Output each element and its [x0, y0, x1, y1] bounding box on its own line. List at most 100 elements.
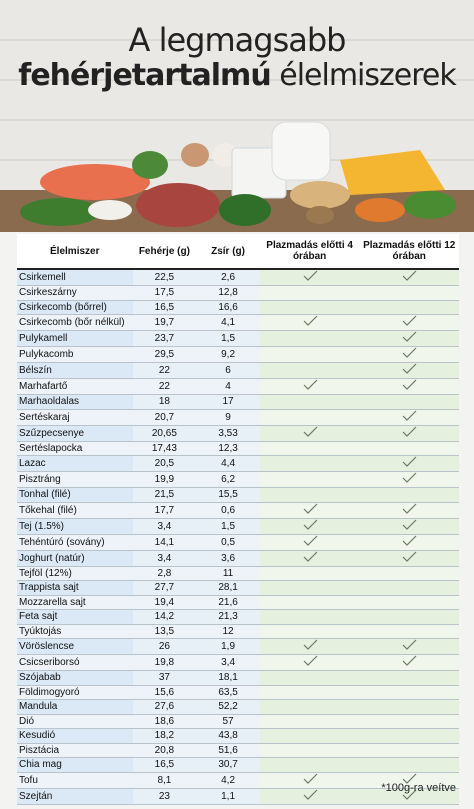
- header-row: Élelmiszer Fehérje (g) Zsír (g) Plazmadás e…: [17, 234, 459, 270]
- check-cell: [359, 743, 459, 758]
- check-cell: [359, 757, 459, 773]
- check-icon: [402, 503, 417, 514]
- food-name: Tejföl (12%): [17, 566, 133, 581]
- check-cell: [359, 300, 459, 315]
- check-cell: [359, 670, 459, 686]
- check-icon: [402, 551, 417, 562]
- check-cell: [359, 425, 459, 442]
- protein-value: 14,2: [132, 609, 197, 625]
- column-header: Élelmiszer: [17, 234, 133, 270]
- table-row: Tehéntúró (sovány) 14,1 0,5: [17, 534, 459, 551]
- protein-value: 14,1: [132, 534, 197, 551]
- table-row: Szűzpecsenye 20,65 3,53: [17, 425, 459, 442]
- protein-value: 16,5: [132, 757, 197, 773]
- food-name: Földimogyoró: [17, 685, 133, 700]
- table-row: Kesudió 18,2 43,8: [17, 728, 459, 744]
- check-cell: [259, 471, 360, 488]
- table-row: Bélszín 22 6: [17, 362, 459, 379]
- protein-value: 2,8: [132, 566, 197, 581]
- check-icon: [303, 315, 318, 326]
- fat-value: 1,5: [196, 330, 260, 347]
- check-cell: [259, 595, 360, 610]
- fat-value: 63,5: [196, 685, 260, 700]
- table-row: Sertéslapocka 17,43 12,3: [17, 441, 459, 456]
- table-row: Marhaoldalas 18 17: [17, 394, 459, 410]
- table-row: Mozzarella sajt 19,4 21,6: [17, 595, 459, 610]
- food-name: Tyúktojás: [17, 624, 133, 639]
- check-cell: [359, 638, 459, 655]
- title-line: fehérjetartalmú élelmiszerek: [0, 58, 474, 94]
- check-cell: [359, 714, 459, 729]
- food-name: Vöröslencse: [17, 638, 133, 655]
- check-icon: [402, 363, 417, 374]
- fat-value: 21,6: [196, 595, 260, 610]
- check-cell: [259, 685, 360, 700]
- table-row: Tőkehal (filé) 17,7 0,6: [17, 502, 459, 519]
- check-cell: [259, 609, 360, 625]
- check-cell: [359, 269, 459, 286]
- table-row: Pisztráng 19,9 6,2: [17, 471, 459, 488]
- check-cell: [259, 757, 360, 773]
- protein-value: 23: [132, 788, 197, 805]
- check-icon: [303, 773, 318, 784]
- food-name: Csicseriborsó: [17, 654, 133, 671]
- fat-value: 0,6: [196, 502, 260, 519]
- check-cell: [259, 580, 360, 596]
- food-name: Trappista sajt: [17, 580, 133, 596]
- fat-value: 52,2: [196, 699, 260, 715]
- table-row: Sertéskaraj 20,7 9: [17, 409, 459, 426]
- table-row: Pisztácia 20,8 51,6: [17, 743, 459, 758]
- check-cell: [259, 670, 360, 686]
- food-name: Tofu: [17, 772, 133, 789]
- check-cell: [359, 441, 459, 456]
- check-cell: [259, 566, 360, 581]
- fat-value: 3,4: [196, 654, 260, 671]
- protein-value: 13,5: [132, 624, 197, 639]
- fat-value: 21,3: [196, 609, 260, 625]
- protein-value: 20,65: [132, 425, 197, 442]
- check-icon: [402, 331, 417, 342]
- food-name: Tonhal (filé): [17, 487, 133, 503]
- check-cell: [259, 743, 360, 758]
- column-header: Plazmadás előtti 12 órában: [359, 234, 459, 270]
- table-row: Tofu 8,1 4,2: [17, 772, 459, 789]
- check-cell: [359, 772, 459, 789]
- check-cell: [359, 566, 459, 581]
- check-icon: [402, 270, 417, 281]
- check-cell: [359, 518, 459, 535]
- table-row: Csirkecomb (bőrrel) 16,5 16,6: [17, 300, 459, 315]
- table-row: Szójabab 37 18,1: [17, 670, 459, 686]
- food-name: Sertéskaraj: [17, 409, 133, 426]
- check-icon: [303, 789, 318, 800]
- check-icon: [402, 773, 417, 784]
- food-name: Chia mag: [17, 757, 133, 773]
- check-cell: [359, 788, 459, 805]
- food-name: Marhafartő: [17, 378, 133, 395]
- protein-value: 18: [132, 394, 197, 410]
- food-name: Szejtán: [17, 788, 133, 805]
- column-header: Fehérje (g): [132, 234, 197, 270]
- check-cell: [259, 300, 360, 315]
- check-icon: [402, 639, 417, 650]
- table-row: Pulykacomb 29,5 9,2: [17, 346, 459, 363]
- fat-value: 0,5: [196, 534, 260, 551]
- fat-value: 12,3: [196, 441, 260, 456]
- check-cell: [259, 638, 360, 655]
- check-cell: [359, 699, 459, 715]
- protein-value: 3,4: [132, 550, 197, 567]
- protein-table: Élelmiszer Fehérje (g) Zsír (g) Plazmadás e…: [17, 234, 459, 805]
- fat-value: 30,7: [196, 757, 260, 773]
- protein-value: 27,6: [132, 699, 197, 715]
- table-row: Tej (1.5%) 3,4 1,5: [17, 518, 459, 535]
- food-name: Tőkehal (filé): [17, 502, 133, 519]
- table-row: Chia mag 16,5 30,7: [17, 757, 459, 773]
- table-row: Tejföl (12%) 2,8 11: [17, 566, 459, 581]
- fat-value: 4,2: [196, 772, 260, 789]
- food-name: Mandula: [17, 699, 133, 715]
- table-row: Feta sajt 14,2 21,3: [17, 609, 459, 625]
- check-cell: [359, 455, 459, 472]
- food-name: Csirkemell: [17, 269, 133, 286]
- check-cell: [259, 285, 360, 301]
- food-name: Kesudió: [17, 728, 133, 744]
